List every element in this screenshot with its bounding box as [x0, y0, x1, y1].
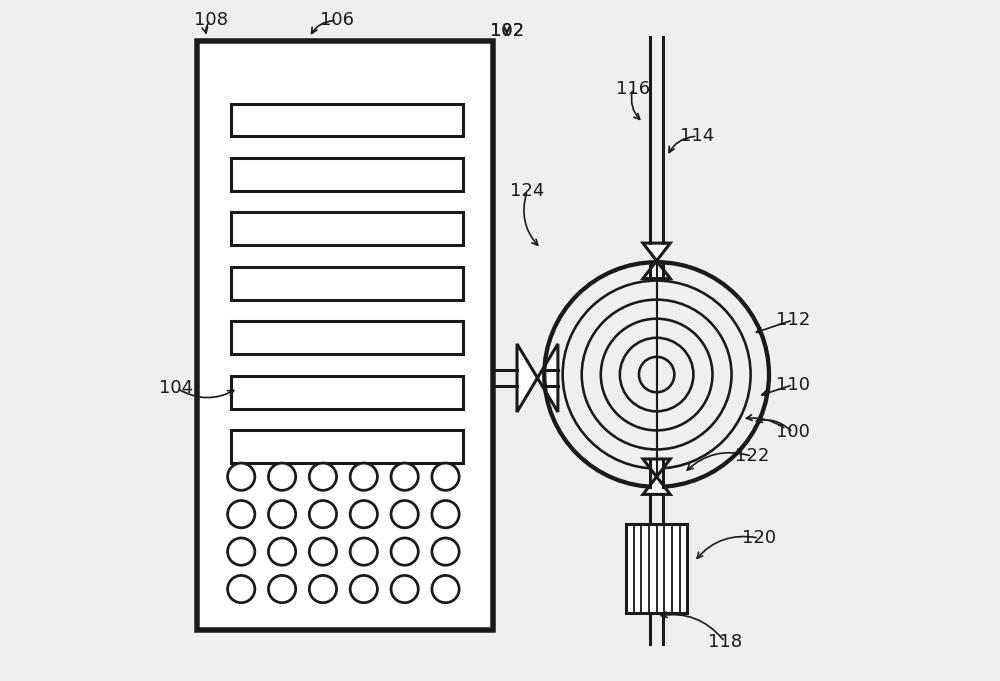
Circle shape [228, 538, 255, 565]
Circle shape [228, 463, 255, 490]
Bar [231, 376, 463, 409]
Circle shape [268, 538, 296, 565]
Text: 120: 120 [742, 529, 776, 547]
Bar [231, 212, 463, 245]
Bar [231, 158, 463, 191]
Polygon shape [643, 261, 670, 279]
Text: 110: 110 [776, 376, 810, 394]
Circle shape [268, 463, 296, 490]
Circle shape [350, 501, 377, 528]
Polygon shape [643, 477, 670, 494]
Text: 124: 124 [510, 182, 544, 200]
Text: 122: 122 [735, 447, 769, 465]
Polygon shape [537, 344, 558, 412]
Circle shape [228, 575, 255, 603]
Bar [231, 430, 463, 463]
Circle shape [391, 501, 418, 528]
Bar [197, 41, 493, 630]
Circle shape [391, 538, 418, 565]
Text: 104: 104 [159, 379, 194, 397]
Bar [231, 104, 463, 136]
Text: 102: 102 [490, 22, 524, 39]
Circle shape [268, 575, 296, 603]
Text: 118: 118 [708, 633, 742, 650]
Text: 102: 102 [490, 22, 524, 39]
Circle shape [432, 575, 459, 603]
Circle shape [228, 501, 255, 528]
Circle shape [350, 538, 377, 565]
Circle shape [350, 575, 377, 603]
Bar [626, 524, 687, 613]
Text: 106: 106 [320, 12, 354, 29]
Text: 100: 100 [776, 424, 810, 441]
Circle shape [309, 463, 337, 490]
Circle shape [350, 463, 377, 490]
Text: 108: 108 [194, 12, 228, 29]
Circle shape [268, 501, 296, 528]
Text: 116: 116 [616, 80, 650, 97]
Bar [231, 267, 463, 300]
Text: 112: 112 [776, 311, 810, 329]
Circle shape [309, 538, 337, 565]
Circle shape [432, 463, 459, 490]
Circle shape [432, 501, 459, 528]
Bar [231, 321, 463, 354]
Polygon shape [643, 459, 670, 477]
Circle shape [309, 575, 337, 603]
Text: 114: 114 [680, 127, 715, 145]
Circle shape [309, 501, 337, 528]
Polygon shape [643, 243, 670, 261]
Circle shape [391, 575, 418, 603]
Polygon shape [517, 344, 537, 412]
Circle shape [391, 463, 418, 490]
Circle shape [432, 538, 459, 565]
